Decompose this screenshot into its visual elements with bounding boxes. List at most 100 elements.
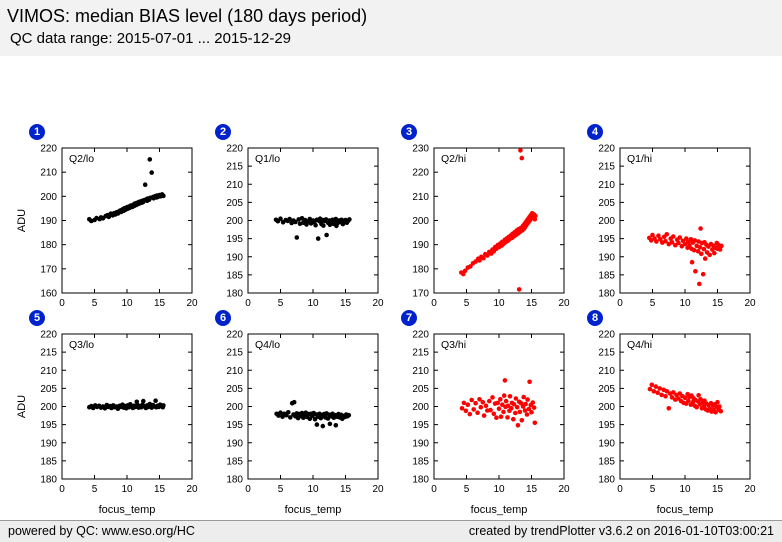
data-point: [524, 412, 530, 417]
y-tick-label: 215: [226, 162, 243, 173]
data-point: [278, 216, 283, 221]
data-point: [481, 413, 487, 418]
y-tick-label: 205: [40, 384, 57, 395]
data-point: [483, 403, 489, 409]
y-tick-label: 185: [40, 456, 57, 467]
plot-number-badge[interactable]: 1: [29, 124, 45, 140]
data-point: [531, 405, 537, 410]
plot-number-badge[interactable]: 8: [587, 310, 603, 326]
footer-qc-link[interactable]: powered by QC: www.eso.org/HC: [8, 524, 195, 538]
plot-number-badge[interactable]: 4: [587, 124, 603, 140]
y-tick-label: 205: [226, 384, 243, 395]
data-point: [659, 392, 664, 398]
data-point: [495, 400, 500, 406]
data-point: [161, 403, 166, 408]
plot-number-badge[interactable]: 3: [401, 124, 417, 140]
x-axis-label: focus_temp: [99, 504, 156, 516]
y-tick-label: 190: [226, 438, 243, 449]
data-point: [516, 287, 522, 292]
data-point: [517, 409, 523, 415]
data-point: [477, 258, 482, 263]
data-point: [696, 393, 701, 398]
data-point: [701, 246, 707, 252]
y-tick-label: 190: [226, 252, 243, 263]
x-tick-label: 10: [121, 484, 133, 495]
x-tick-label: 0: [245, 484, 251, 495]
scatter-plot-q2-lo[interactable]: 0 5 10 15 20 160 170 180 190 200 210 220 Q2/lo ADU: [14, 124, 200, 310]
plot-panel-q2-hi: 3 0 5 10 15 20 170 180 190 200 210 220 230 Q2/hi: [386, 124, 572, 310]
x-tick-label: 20: [186, 298, 198, 309]
plot-panel-q1-lo: 2 0 5 10 15 20 180 185 190 195 200 205 210 215 220 Q1/l…: [200, 124, 386, 310]
scatter-plot-q4-hi[interactable]: 0 5 10 15 20 180 185 190 195 200 205 210 215 220 Q4/hi…: [572, 310, 758, 518]
scatter-plot-q1-lo[interactable]: 0 5 10 15 20 180 185 190 195 200 205 210 215 220 Q1/lo: [200, 124, 386, 310]
y-tick-label: 220: [598, 144, 615, 155]
scatter-plot-q3-hi[interactable]: 0 5 10 15 20 180 185 190 195 200 205 210 215 220 Q3/hi…: [386, 310, 572, 518]
data-point: [490, 395, 495, 400]
x-tick-label: 5: [650, 298, 656, 309]
x-tick-label: 20: [744, 484, 756, 495]
plot-number-badge[interactable]: 2: [215, 124, 231, 140]
data-point: [533, 213, 538, 219]
quadrant-label: Q3/hi: [441, 339, 466, 351]
data-point: [142, 182, 148, 187]
scatter-plot-q4-lo[interactable]: 0 5 10 15 20 180 185 190 195 200 205 210 215 220 Q4/lo…: [200, 310, 386, 518]
data-point: [694, 404, 699, 410]
data-point: [655, 390, 660, 395]
x-axis-label: focus_temp: [285, 504, 342, 516]
footer-created-by: created by trendPlotter v3.6.2 on 2016-0…: [468, 524, 774, 538]
data-point: [498, 397, 503, 402]
plot-panel-q4-hi: 8 0 5 10 15 20 180 185 190 195 200 205 210 215 220 Q4/h…: [572, 310, 758, 518]
data-point: [656, 233, 661, 238]
data-point: [680, 238, 686, 244]
y-tick-label: 205: [226, 198, 243, 209]
scatter-plot-q2-hi[interactable]: 0 5 10 15 20 170 180 190 200 210 220 230 Q2/hi: [386, 124, 572, 310]
data-point: [695, 249, 701, 254]
y-tick-label: 200: [412, 402, 429, 413]
y-tick-label: 215: [412, 348, 429, 359]
data-point: [677, 235, 683, 240]
y-tick-label: 205: [412, 384, 429, 395]
y-tick-label: 210: [226, 366, 243, 377]
data-point: [653, 384, 659, 389]
data-point: [465, 402, 471, 407]
plot-frame: [619, 333, 751, 480]
plot-number-badge[interactable]: 7: [401, 310, 417, 326]
data-point: [518, 148, 523, 153]
y-tick-label: 170: [412, 289, 429, 300]
y-tick-label: 195: [598, 420, 615, 431]
y-tick-label: 220: [412, 168, 429, 179]
plot-number-badge[interactable]: 6: [215, 310, 231, 326]
x-tick-label: 10: [493, 484, 505, 495]
data-point: [153, 398, 158, 403]
plot-frame: [61, 147, 193, 294]
data-point: [657, 386, 662, 391]
data-point: [488, 407, 493, 413]
data-point: [147, 157, 153, 162]
x-tick-label: 5: [650, 484, 656, 495]
data-point: [278, 410, 283, 415]
data-point: [315, 236, 321, 241]
data-point: [511, 416, 516, 422]
data-point: [718, 408, 724, 414]
data-point: [161, 193, 166, 199]
data-point: [500, 402, 505, 407]
scatter-plot-q3-lo[interactable]: 0 5 10 15 20 180 185 190 195 200 205 210 215 220 Q3/lo…: [14, 310, 200, 518]
x-tick-label: 20: [558, 298, 570, 309]
data-point: [498, 414, 504, 419]
data-point: [481, 255, 486, 261]
x-tick-label: 20: [186, 484, 198, 495]
data-point: [507, 394, 513, 399]
data-point: [313, 222, 318, 228]
data-point: [513, 410, 518, 416]
y-tick-label: 185: [598, 456, 615, 467]
scatter-plot-q1-hi[interactable]: 0 5 10 15 20 180 185 190 195 200 205 210 215 220 Q1/hi: [572, 124, 758, 310]
data-point: [525, 397, 530, 402]
data-point: [712, 250, 717, 256]
data-point: [320, 423, 326, 429]
data-point: [324, 232, 329, 238]
plot-number-badge[interactable]: 5: [29, 310, 45, 326]
x-tick-label: 15: [340, 484, 352, 495]
data-point: [666, 406, 672, 411]
plot-panel-q1-hi: 4 0 5 10 15 20 180 185 190 195 200 205 210 215 220 Q1/h…: [572, 124, 758, 310]
x-tick-label: 15: [154, 298, 166, 309]
